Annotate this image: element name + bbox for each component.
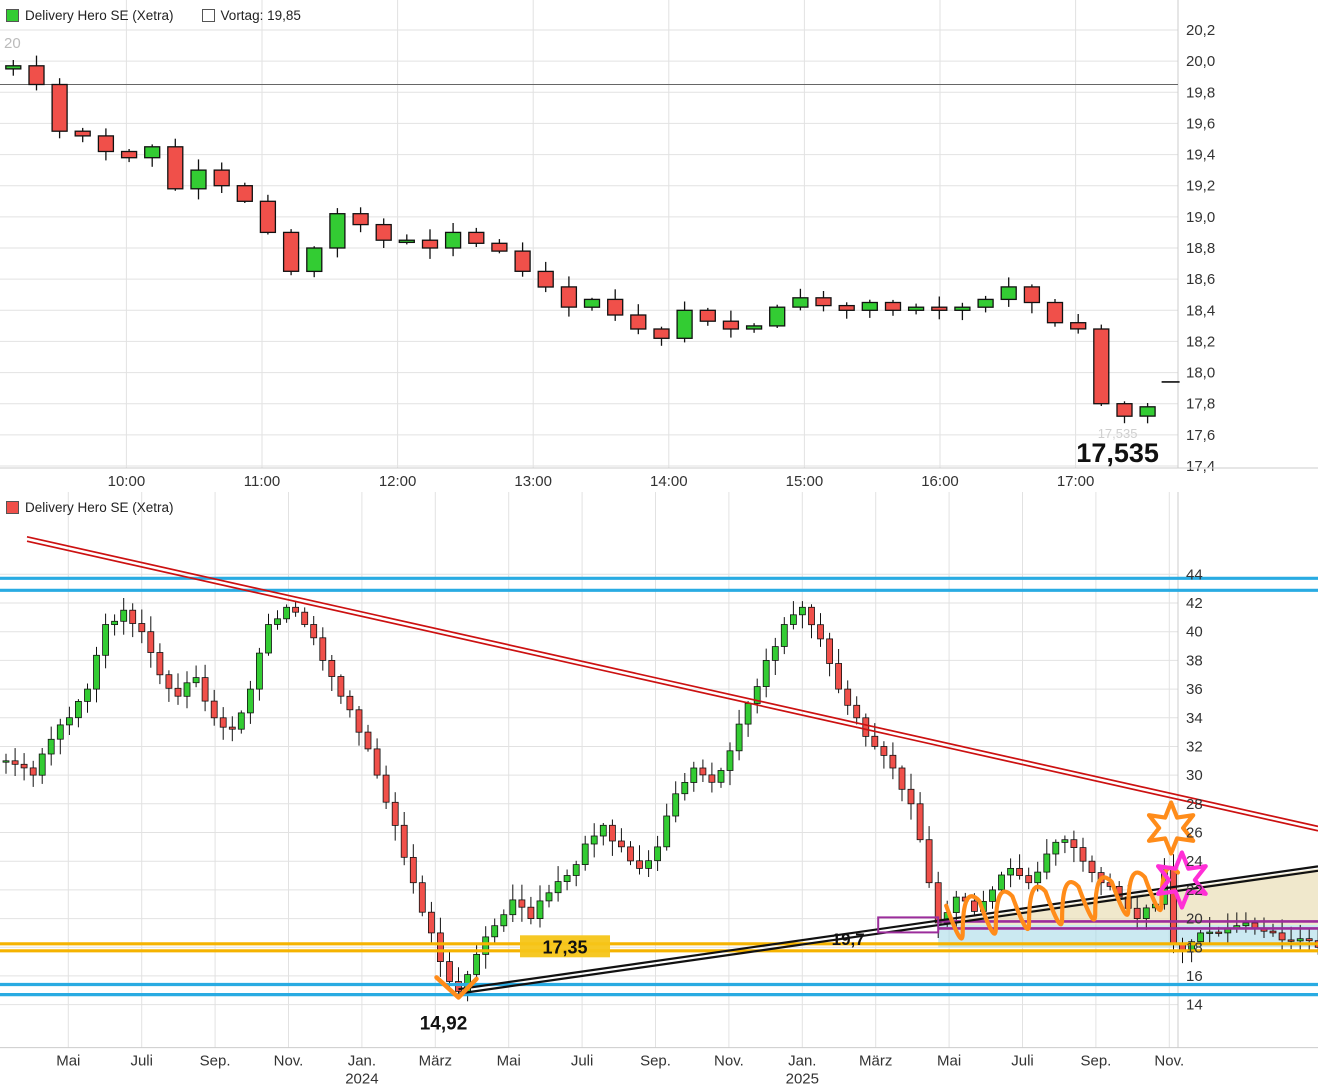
svg-text:19,0: 19,0 xyxy=(1186,209,1215,226)
svg-text:11:00: 11:00 xyxy=(244,473,280,490)
svg-text:32: 32 xyxy=(1186,739,1203,756)
svg-text:34: 34 xyxy=(1186,710,1203,727)
svg-text:17,535: 17,535 xyxy=(1076,438,1159,468)
svg-text:Mai: Mai xyxy=(56,1053,80,1070)
svg-text:19,6: 19,6 xyxy=(1186,115,1215,132)
svg-text:Juli: Juli xyxy=(130,1053,153,1070)
svg-text:38: 38 xyxy=(1186,652,1203,669)
svg-text:10:00: 10:00 xyxy=(108,473,146,490)
svg-text:14: 14 xyxy=(1186,997,1203,1014)
svg-text:Jan.: Jan. xyxy=(788,1053,816,1070)
svg-text:17,8: 17,8 xyxy=(1186,396,1215,413)
svg-text:18,0: 18,0 xyxy=(1186,365,1215,382)
svg-text:24: 24 xyxy=(1186,853,1203,870)
svg-text:18,2: 18,2 xyxy=(1186,333,1215,350)
svg-text:18,6: 18,6 xyxy=(1186,271,1215,288)
svg-text:30: 30 xyxy=(1186,767,1203,784)
svg-text:15:00: 15:00 xyxy=(786,473,824,490)
svg-text:13:00: 13:00 xyxy=(514,473,552,490)
svg-text:19,4: 19,4 xyxy=(1186,147,1215,164)
svg-text:Mai: Mai xyxy=(937,1053,961,1070)
svg-text:17,4: 17,4 xyxy=(1186,458,1215,475)
svg-text:17,6: 17,6 xyxy=(1186,427,1215,444)
svg-text:18: 18 xyxy=(1186,939,1203,956)
svg-text:16:00: 16:00 xyxy=(921,473,959,490)
svg-text:26: 26 xyxy=(1186,825,1203,842)
svg-text:44: 44 xyxy=(1186,566,1203,583)
svg-text:20,0: 20,0 xyxy=(1186,53,1215,70)
svg-text:18,8: 18,8 xyxy=(1186,240,1215,257)
svg-text:Nov.: Nov. xyxy=(274,1053,304,1070)
svg-text:März: März xyxy=(419,1053,452,1070)
svg-text:14:00: 14:00 xyxy=(650,473,688,490)
svg-text:Nov.: Nov. xyxy=(1154,1053,1184,1070)
svg-text:März: März xyxy=(859,1053,892,1070)
svg-text:22: 22 xyxy=(1186,882,1203,899)
svg-text:Juli: Juli xyxy=(1011,1053,1034,1070)
svg-text:Juli: Juli xyxy=(571,1053,594,1070)
svg-text:20: 20 xyxy=(4,35,21,52)
svg-text:17:00: 17:00 xyxy=(1057,473,1095,490)
svg-text:12:00: 12:00 xyxy=(379,473,417,490)
svg-text:Mai: Mai xyxy=(497,1053,521,1070)
svg-text:20,2: 20,2 xyxy=(1186,22,1215,39)
svg-text:42: 42 xyxy=(1186,595,1203,612)
svg-text:19,2: 19,2 xyxy=(1186,178,1215,195)
svg-text:40: 40 xyxy=(1186,624,1203,641)
svg-text:Jan.: Jan. xyxy=(348,1053,376,1070)
svg-text:2024: 2024 xyxy=(345,1071,378,1088)
svg-text:28: 28 xyxy=(1186,796,1203,813)
svg-text:20: 20 xyxy=(1186,911,1203,928)
svg-text:36: 36 xyxy=(1186,681,1203,698)
svg-text:19,8: 19,8 xyxy=(1186,84,1215,101)
svg-text:Nov.: Nov. xyxy=(714,1053,744,1070)
svg-text:Sep.: Sep. xyxy=(200,1053,231,1070)
svg-text:Sep.: Sep. xyxy=(640,1053,671,1070)
svg-text:2025: 2025 xyxy=(786,1071,819,1088)
svg-text:16: 16 xyxy=(1186,968,1203,985)
svg-text:18,4: 18,4 xyxy=(1186,302,1215,319)
svg-text:Sep.: Sep. xyxy=(1080,1053,1111,1070)
